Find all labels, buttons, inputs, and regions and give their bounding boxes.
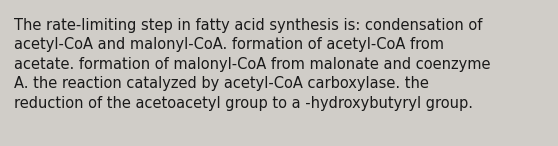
Text: The rate-limiting step in fatty acid synthesis is: condensation of
acetyl-CoA an: The rate-limiting step in fatty acid syn… [14,18,490,111]
